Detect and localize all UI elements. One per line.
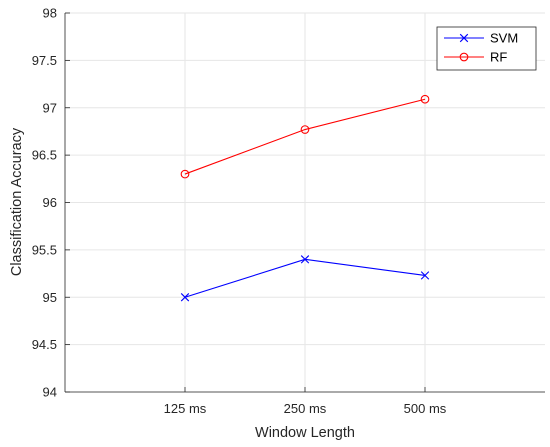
y-tick-label: 97.5 [32, 53, 57, 68]
rf-data-point [300, 125, 310, 134]
data-series [180, 94, 430, 302]
x-tick-label: 250 ms [284, 401, 327, 416]
svm-data-point [420, 271, 430, 280]
legend: SVM RF [436, 26, 537, 71]
legend-marker-rf [459, 52, 469, 62]
rf-line [184, 98, 426, 175]
marker-stroke [300, 255, 310, 264]
y-tick-label: 94.5 [32, 337, 57, 352]
series-svm [180, 255, 430, 302]
rf-data-point [420, 94, 430, 104]
legend-marker-svm [459, 33, 469, 43]
marker-stroke [459, 33, 469, 43]
svm-data-point [180, 293, 190, 302]
y-tick-label: 96.5 [32, 148, 57, 163]
legend-box [436, 26, 537, 71]
y-tick-label: 95.5 [32, 242, 57, 257]
x-axis-title: Window Length [255, 425, 355, 441]
legend-label-svm: SVM [490, 31, 518, 46]
y-tick-label: 97 [43, 100, 57, 115]
grid-lines [65, 12, 545, 393]
svm-data-point [300, 255, 310, 264]
y-tick-label: 94 [43, 385, 57, 400]
y-axis-title: Classification Accuracy [9, 127, 25, 276]
y-tick-label: 98 [43, 6, 57, 21]
x-tick-label: 125 ms [164, 401, 207, 416]
legend-label-rf: RF [490, 50, 507, 65]
rf-data-point [180, 169, 190, 179]
marker-stroke [180, 293, 190, 302]
x-tick-label: 500 ms [404, 401, 447, 416]
tick-labels: 94 94.5 95 95.5 96 96.5 97 97.5 98 125 ms 250 ms 50… [32, 6, 447, 417]
series-rf [180, 94, 430, 179]
axes [64, 12, 545, 393]
y-tick-label: 95 [43, 290, 57, 305]
marker-stroke [420, 271, 430, 280]
y-tick-label: 96 [43, 195, 57, 210]
